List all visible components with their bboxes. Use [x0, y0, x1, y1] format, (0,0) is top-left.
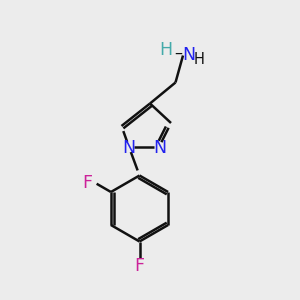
- Text: N: N: [182, 46, 195, 64]
- Text: H: H: [159, 41, 172, 59]
- Text: N: N: [153, 139, 166, 157]
- Text: F: F: [82, 174, 93, 192]
- Text: H: H: [193, 52, 204, 68]
- Text: –: –: [175, 46, 182, 61]
- Text: F: F: [134, 257, 144, 275]
- Text: N: N: [122, 139, 135, 157]
